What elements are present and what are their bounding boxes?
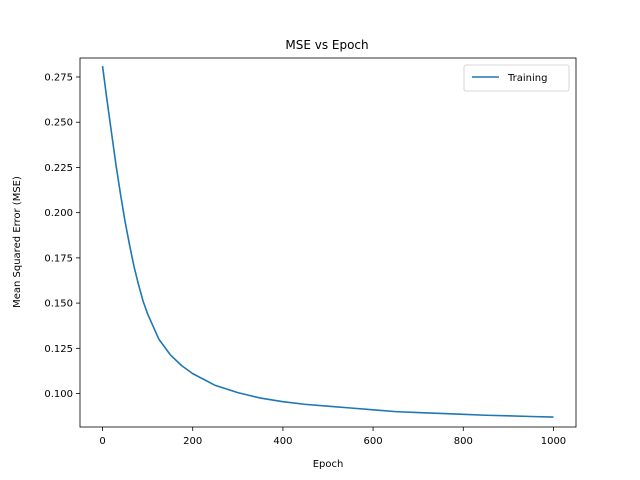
x-tick-label: 600: [364, 436, 383, 447]
y-tick-label: 0.175: [44, 253, 73, 264]
chart-title: MSE vs Epoch: [285, 38, 368, 52]
y-tick-label: 0.200: [44, 208, 73, 219]
y-axis-label: Mean Squared Error (MSE): [12, 176, 23, 308]
legend: Training: [463, 64, 570, 92]
y-tick-label: 0.125: [44, 344, 73, 355]
y-tick-label: 0.150: [44, 299, 73, 310]
series-line-training: [101, 66, 554, 418]
x-tick-label: 1000: [541, 436, 566, 447]
x-tick-label: 0: [99, 436, 105, 447]
x-axis: 0 200 400 600 800 1000: [99, 427, 566, 447]
x-tick-label: 200: [183, 436, 202, 447]
y-tick-label: 0.275: [44, 72, 73, 83]
x-tick-label: 800: [454, 436, 473, 447]
plot-frame: [79, 57, 577, 428]
y-tick-label: 0.225: [44, 163, 73, 174]
y-tick-label: 0.100: [44, 389, 73, 400]
y-tick-label: 0.250: [44, 118, 73, 129]
x-tick-label: 400: [273, 436, 292, 447]
y-axis: 0.100 0.125 0.150 0.175 0.200 0.225 0.250 0.275: [44, 72, 80, 400]
x-axis-label: Epoch: [313, 459, 344, 470]
series-layer: [101, 66, 554, 418]
legend-label-training: Training: [507, 73, 547, 84]
legend-box: [463, 64, 570, 92]
